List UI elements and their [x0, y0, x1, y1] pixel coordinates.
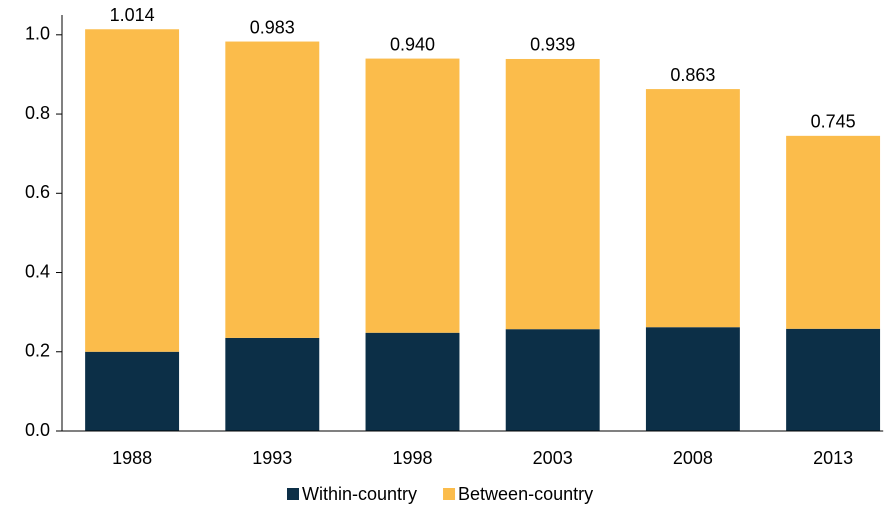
bar-segment — [365, 332, 460, 431]
x-tick-label: 2008 — [673, 448, 713, 468]
legend-swatch — [443, 488, 456, 500]
total-label: 0.983 — [250, 17, 295, 37]
legend-label: Within-country — [302, 484, 417, 504]
x-tick-label: 1988 — [112, 448, 152, 468]
bar-segment — [645, 327, 740, 431]
bar-segment — [85, 29, 180, 352]
bar-segment — [225, 41, 320, 338]
x-tick-label: 2013 — [813, 448, 853, 468]
bar-segment — [505, 329, 600, 431]
bar-segment — [786, 135, 881, 329]
bar-segment — [225, 337, 320, 431]
y-tick-label: 0.0 — [25, 420, 50, 440]
y-tick-label: 0.4 — [25, 261, 50, 281]
y-tick-label: 0.6 — [25, 182, 50, 202]
legend-label: Between-country — [458, 484, 593, 504]
bar-segment — [85, 351, 180, 431]
x-tick-label: 2003 — [533, 448, 573, 468]
bar-segment — [645, 89, 740, 328]
y-tick-label: 1.0 — [25, 24, 50, 44]
y-tick-label: 0.2 — [25, 341, 50, 361]
total-label: 0.863 — [670, 65, 715, 85]
total-label: 0.939 — [530, 35, 575, 55]
total-label: 0.745 — [811, 112, 856, 132]
legend-swatch — [287, 488, 299, 500]
y-tick-label: 0.8 — [25, 103, 50, 123]
total-label: 0.940 — [390, 34, 435, 54]
x-tick-label: 1998 — [392, 448, 432, 468]
bar-segment — [505, 58, 600, 330]
total-label: 1.014 — [110, 5, 155, 25]
bar-segment — [786, 328, 881, 431]
bar-segment — [365, 58, 460, 333]
x-tick-label: 1993 — [252, 448, 292, 468]
